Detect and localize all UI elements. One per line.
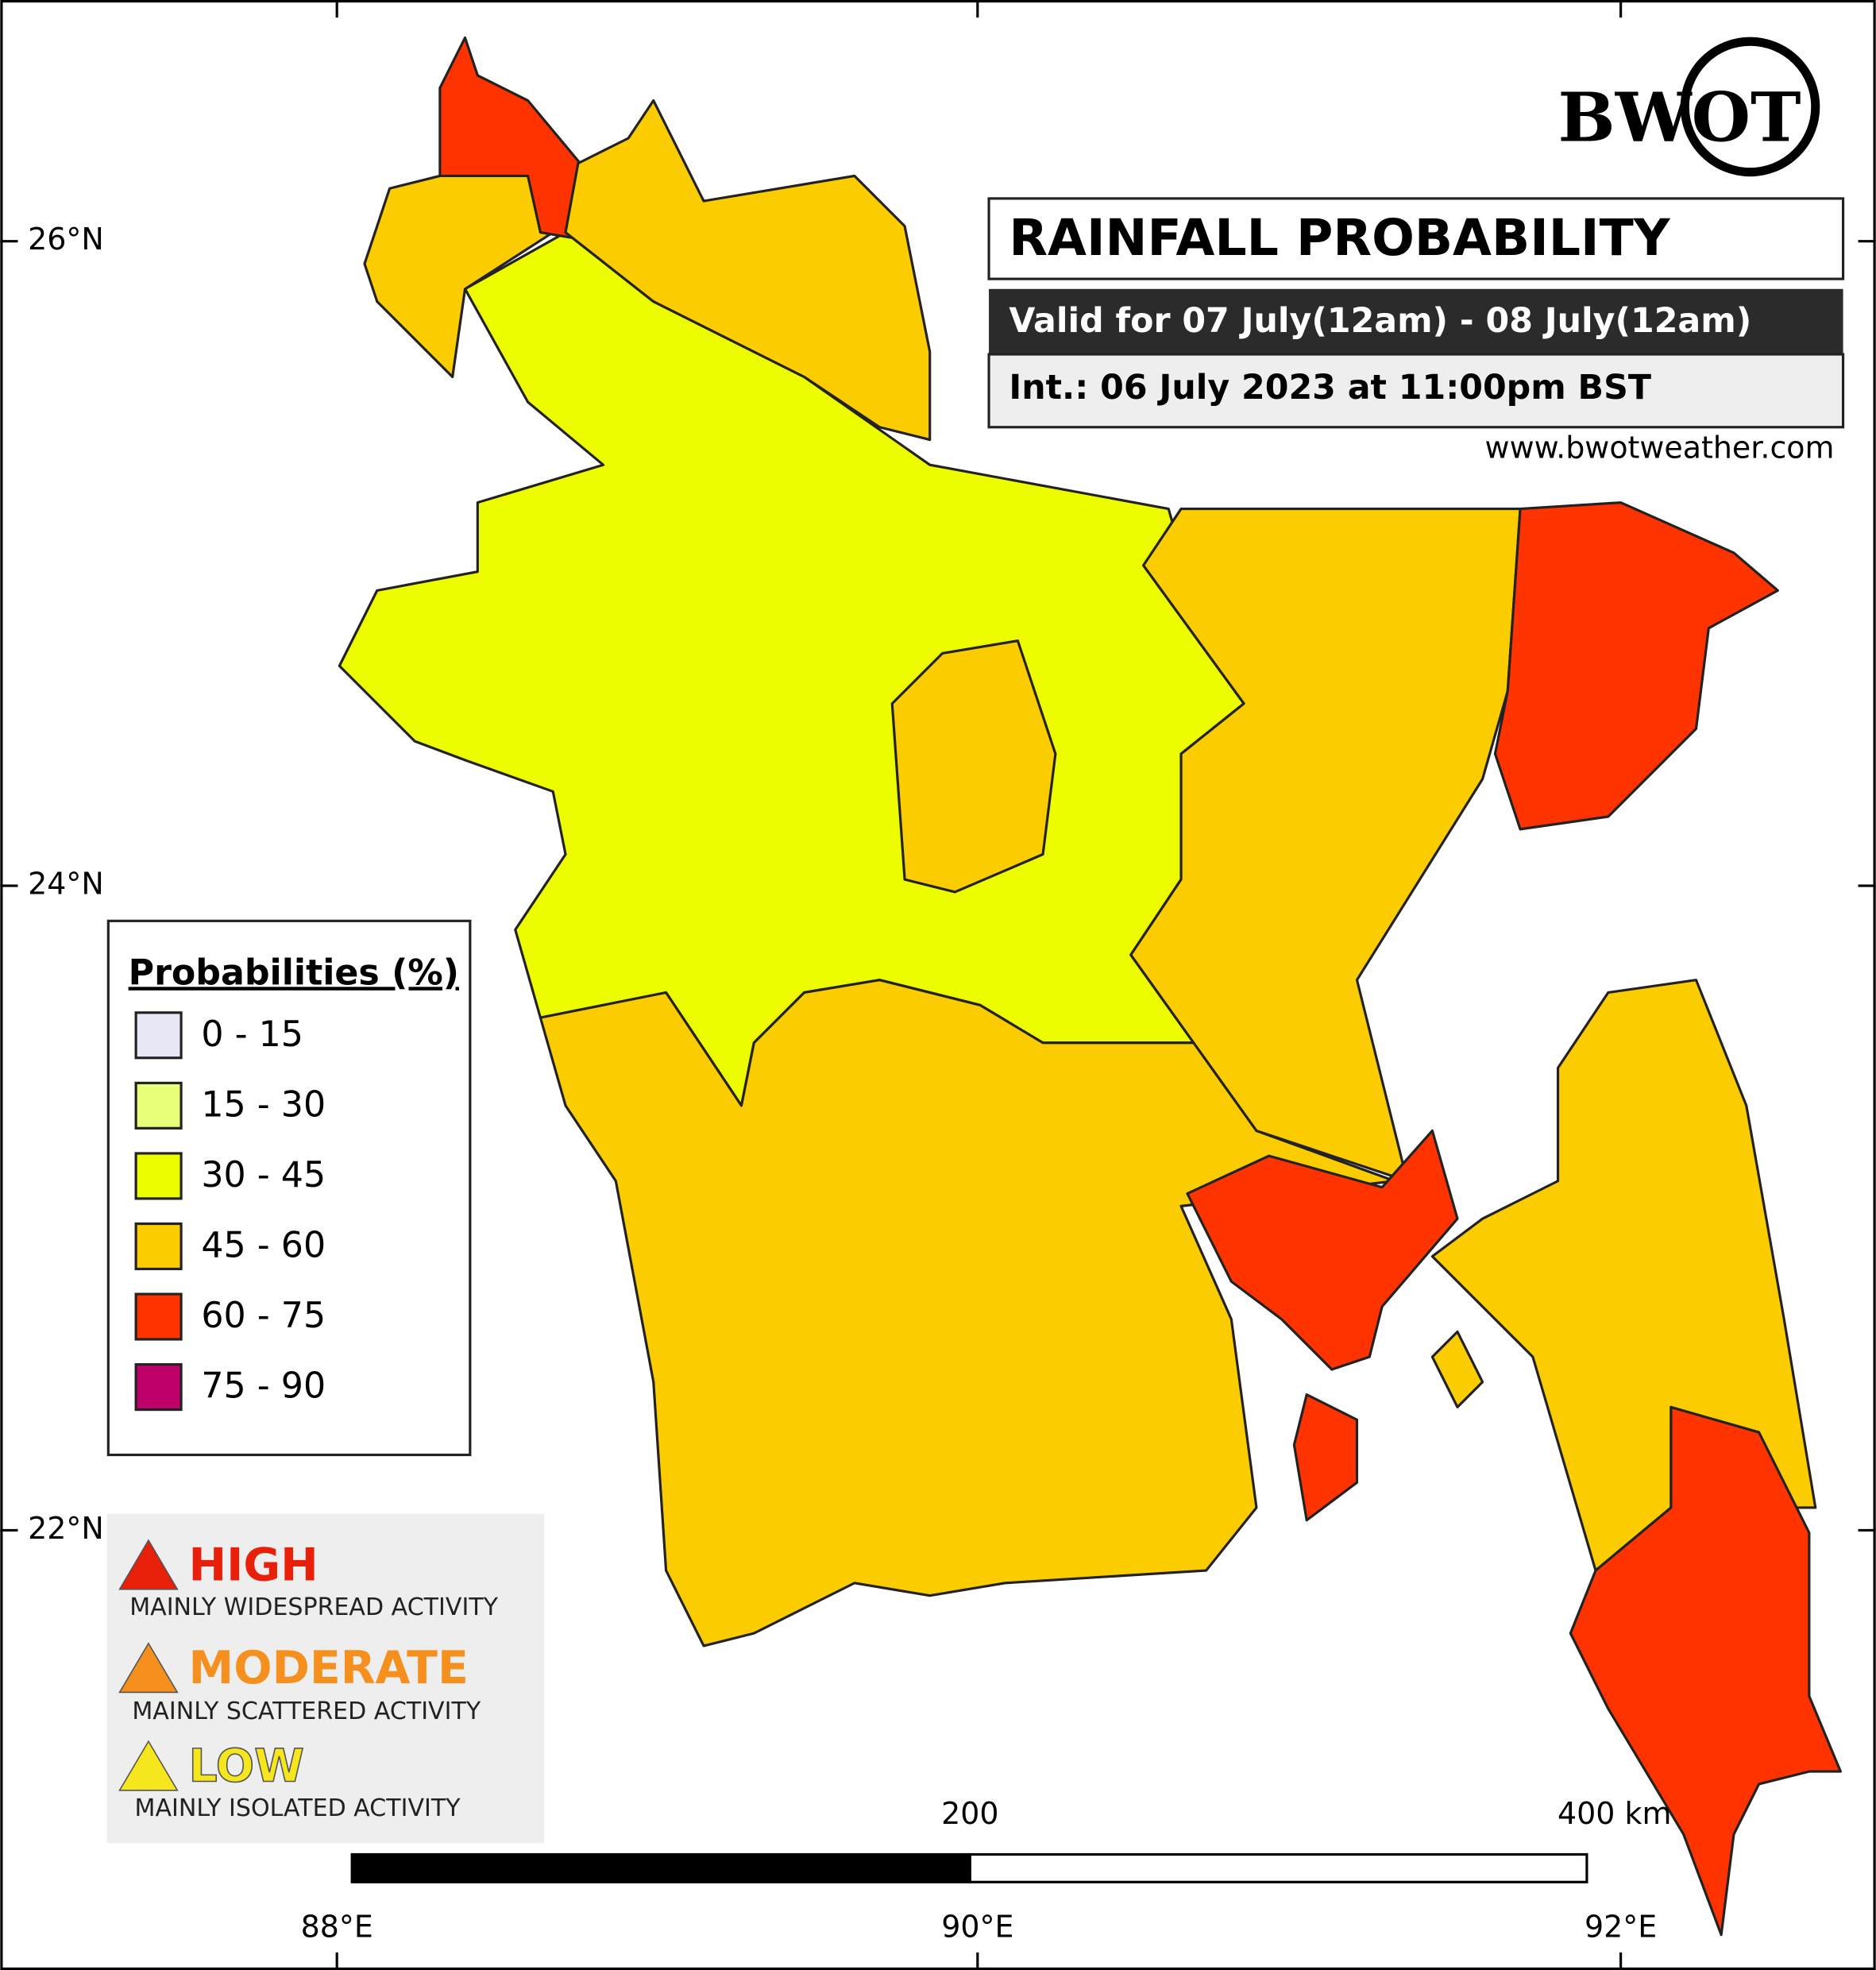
legend-swatch	[134, 1292, 183, 1341]
region	[890, 639, 1057, 894]
legend: 0 - 15 15 - 30 30 - 45 45 - 60 60 - 75 75 - 9…	[134, 1011, 326, 1412]
legend-swatch	[134, 1363, 183, 1412]
legend-swatch	[134, 1081, 183, 1130]
activity-panel	[106, 1513, 545, 1844]
region	[564, 98, 932, 442]
legend-label: 45 - 60	[201, 1226, 326, 1266]
valid-text: Valid for 07 July(12am) - 08 July(12am)	[1009, 301, 1751, 341]
activity-level: HIGH	[189, 1539, 318, 1592]
region	[538, 979, 1396, 1647]
activity-triangle	[118, 1642, 179, 1694]
activity-level: MODERATE	[189, 1642, 469, 1694]
legend-swatch	[134, 1011, 183, 1060]
activity-description: MAINLY WIDESPREAD ACTIVITY	[129, 1593, 498, 1621]
activity-level: LOW	[189, 1740, 304, 1793]
legend-label: 0 - 15	[201, 1014, 303, 1055]
scale-bar-white	[968, 1852, 1588, 1883]
website: www.bwotweather.com	[1485, 431, 1835, 465]
region	[1569, 1405, 1842, 1937]
legend-label: 15 - 30	[201, 1084, 326, 1125]
legend-label: 60 - 75	[201, 1296, 326, 1336]
lon-label: 90°E	[941, 1909, 1013, 1944]
issued-box	[987, 353, 1845, 429]
lon-label: 92°E	[1585, 1909, 1657, 1944]
lon-label: 88°E	[301, 1909, 373, 1944]
title-box	[987, 197, 1845, 280]
region	[1186, 1129, 1459, 1371]
activity-description: MAINLY SCATTERED ACTIVITY	[132, 1698, 481, 1725]
lat-label: 22°N	[28, 1511, 104, 1546]
scale-label: 400 km	[1558, 1796, 1671, 1831]
lat-label: 26°N	[28, 222, 104, 257]
map	[338, 36, 1842, 1937]
region	[1292, 1393, 1359, 1522]
lat-label: 24°N	[28, 867, 104, 902]
region	[1493, 501, 1779, 831]
legend-label: 30 - 45	[201, 1155, 326, 1196]
legend-label: 75 - 90	[201, 1366, 326, 1407]
issued-text: Int.: 06 July 2023 at 11:00pm BST	[1009, 368, 1651, 408]
scale-label: 200	[941, 1796, 998, 1831]
valid-box	[989, 288, 1843, 355]
activity-triangle	[118, 1539, 179, 1590]
logo: BWOT	[1558, 37, 1820, 177]
logo-text: BWOT	[1558, 79, 1801, 158]
legend-swatch	[134, 1222, 183, 1271]
region	[1430, 1330, 1484, 1409]
activity-triangle	[118, 1740, 179, 1791]
scale-bar-black	[350, 1852, 971, 1883]
region	[1129, 507, 1522, 1183]
legend-title: Probabilities (%)	[129, 952, 459, 993]
title: RAINFALL PROBABILITY	[1009, 208, 1670, 267]
axis-labels: 26°N 24°N 22°N 88°E 90°E 92°E	[28, 222, 1657, 1944]
activity-description: MAINLY ISOLATED ACTIVITY	[135, 1794, 461, 1822]
legend-swatch	[134, 1152, 183, 1200]
